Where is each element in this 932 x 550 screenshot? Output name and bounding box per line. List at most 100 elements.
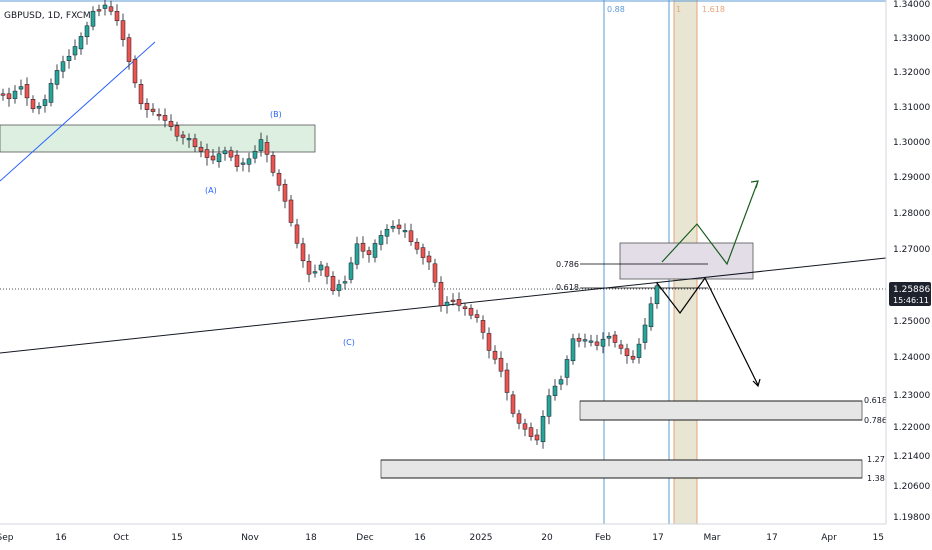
bearish-projection-path[interactable]	[656, 276, 759, 386]
bullish-projection-path[interactable]	[661, 180, 759, 266]
fib-label-138: 1.38	[867, 474, 885, 483]
candle-body	[480, 320, 486, 333]
candle-body	[624, 348, 630, 357]
candle-body	[198, 146, 204, 152]
fib-label-0618-upper: 0.618	[556, 283, 579, 292]
candle-body	[42, 99, 48, 106]
candle-body	[522, 423, 528, 430]
candle-body	[222, 150, 228, 155]
time-tick-label: Sep	[0, 533, 14, 543]
candle-body	[390, 225, 396, 229]
wave-label-c: (C)	[343, 338, 355, 347]
time-tick-label: Feb	[595, 533, 611, 543]
candle-body	[510, 394, 516, 414]
candle-body	[360, 242, 366, 252]
candle-body	[6, 93, 12, 100]
wave-label-a: (A)	[205, 186, 217, 195]
price-tick-label: 1.20600	[893, 482, 930, 492]
candle-body	[138, 84, 144, 105]
candle-body	[258, 139, 264, 151]
candle-body	[204, 149, 210, 158]
candle-body	[582, 339, 588, 342]
candle-body	[462, 306, 468, 310]
candle-body	[528, 427, 534, 437]
fib-label-0786-upper: 0.786	[556, 260, 579, 269]
candle-body	[594, 341, 600, 346]
candle-body	[114, 11, 120, 22]
candle-body	[246, 158, 252, 165]
candle-body	[372, 243, 378, 258]
candle-body	[132, 59, 138, 84]
candle-body	[216, 153, 222, 163]
time-tick-label: 17	[652, 533, 663, 543]
target-zone-upper[interactable]	[619, 242, 754, 280]
candle-body	[84, 25, 90, 38]
candle-body	[486, 333, 492, 351]
candles-group[interactable]	[0, 0, 660, 449]
candle-body	[162, 115, 168, 121]
fib-label-0618-lower: 0.618	[864, 396, 887, 405]
candle-body	[168, 120, 174, 127]
candle-body	[444, 301, 450, 306]
candle-body	[282, 183, 288, 202]
time-axis[interactable]	[0, 524, 932, 550]
candle-body	[342, 281, 348, 284]
candle-body	[456, 299, 462, 306]
candle-body	[108, 6, 114, 12]
candle-body	[630, 355, 636, 360]
candle-body	[78, 36, 84, 50]
support-zone-lower[interactable]	[380, 459, 863, 479]
price-tick-label: 1.22000	[893, 423, 930, 433]
candle-body	[336, 284, 342, 291]
candle-body	[504, 369, 510, 393]
candle-body	[306, 260, 312, 275]
candle-body	[606, 335, 612, 339]
candle-body	[618, 344, 624, 349]
price-tick-label: 1.27000	[893, 245, 930, 255]
candle-body	[66, 55, 72, 61]
time-tick-label: Dec	[356, 533, 373, 543]
time-tick-label: Mar	[704, 533, 721, 543]
candle-body	[240, 162, 246, 165]
candle-body	[354, 243, 360, 265]
candle-body	[24, 84, 30, 99]
candle-body	[324, 266, 330, 277]
candle-body	[570, 338, 576, 362]
candle-body	[192, 138, 198, 148]
candle-body	[318, 264, 324, 271]
price-tick-label: 1.21400	[893, 452, 930, 462]
time-axis-ticks: Sep 16 Oct 15 Nov 18 Dec 16 2025 20 Feb 17 Mar 17 Apr 1…	[0, 533, 884, 543]
price-tick-label: 1.29000	[893, 173, 930, 183]
candle-body	[48, 83, 54, 103]
chart-title: GBPUSD, 1D, FXCM	[4, 11, 91, 21]
price-tick-label: 1.30000	[893, 138, 930, 148]
candle-body	[588, 340, 594, 343]
candle-body	[294, 224, 300, 244]
countdown-timer: 15:46:11	[893, 296, 929, 305]
time-tick-label: 17	[766, 533, 777, 543]
last-price-value: 1.25886	[893, 285, 930, 295]
price-axis[interactable]	[886, 0, 932, 550]
candle-body	[102, 4, 108, 9]
bearish-arrow-head	[752, 378, 761, 388]
price-tick-label: 1.23000	[893, 391, 930, 401]
candle-body	[642, 324, 648, 343]
candle-body	[156, 114, 162, 117]
candle-body	[264, 142, 270, 155]
candle-body	[552, 385, 558, 396]
candle-body	[60, 61, 66, 72]
wave-label-b: (B)	[270, 110, 282, 119]
time-tick-label: 15	[873, 533, 884, 543]
time-tick-label: Nov	[241, 533, 259, 543]
price-tick-label: 1.33000	[893, 34, 930, 44]
fib-zone-middle[interactable]	[579, 400, 863, 421]
candle-body	[402, 230, 408, 233]
candle-body	[180, 134, 186, 138]
candle-body	[54, 70, 60, 85]
candle-body	[228, 150, 234, 158]
candle-body	[516, 413, 522, 424]
price-tick-label: 1.19800	[893, 513, 930, 523]
candle-body	[12, 90, 18, 99]
candle-body	[540, 416, 546, 443]
